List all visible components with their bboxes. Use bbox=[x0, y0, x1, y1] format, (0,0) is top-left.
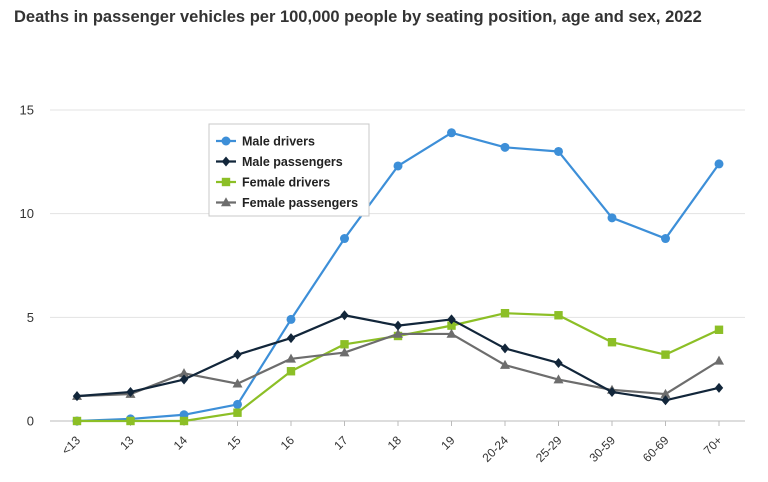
x-tick-label: 20-24 bbox=[480, 433, 512, 465]
x-axis-ticks: <13 13 14 15 16 17 18 19 20-24 25-29 30-59 60-69 70+ bbox=[59, 421, 725, 465]
data-point bbox=[179, 374, 189, 385]
data-point bbox=[714, 382, 724, 393]
x-tick-label: 13 bbox=[117, 433, 137, 453]
x-tick-label: 60-69 bbox=[640, 433, 672, 465]
data-point bbox=[554, 357, 563, 368]
data-point bbox=[714, 159, 724, 169]
data-point bbox=[233, 349, 242, 360]
x-tick-label: 30-59 bbox=[587, 433, 619, 465]
x-tick-label: 19 bbox=[438, 433, 458, 453]
legend-marker bbox=[221, 197, 231, 207]
legend-marker bbox=[221, 156, 231, 167]
legend-item[interactable]: Female drivers bbox=[216, 176, 330, 190]
series-lines bbox=[72, 128, 724, 426]
data-point bbox=[447, 321, 456, 330]
series-line-female-passengers bbox=[76, 332, 720, 398]
data-point bbox=[554, 146, 563, 156]
data-point bbox=[500, 343, 510, 354]
x-tick-label: 15 bbox=[224, 433, 244, 453]
legend-item[interactable]: Male drivers bbox=[216, 135, 315, 149]
x-tick-label: 70+ bbox=[701, 433, 725, 457]
data-point bbox=[660, 388, 671, 398]
y-tick-label: 0 bbox=[27, 414, 34, 429]
data-point bbox=[500, 308, 510, 318]
data-point bbox=[72, 391, 82, 402]
data-point bbox=[179, 368, 189, 378]
y-tick-label: 5 bbox=[27, 310, 34, 325]
data-point bbox=[286, 367, 296, 376]
x-tick-label: 25-29 bbox=[533, 433, 565, 465]
series-male-drivers bbox=[72, 128, 724, 426]
x-tick-label: 16 bbox=[278, 433, 298, 453]
data-point bbox=[232, 378, 243, 388]
series-male-passengers bbox=[72, 310, 724, 406]
data-point bbox=[340, 310, 349, 321]
data-point bbox=[607, 386, 617, 397]
data-point bbox=[179, 416, 189, 426]
legend-label: Female drivers bbox=[242, 176, 330, 190]
x-tick-label: 17 bbox=[331, 433, 351, 453]
data-point bbox=[339, 347, 350, 357]
data-point bbox=[714, 325, 724, 334]
x-tick-label: 14 bbox=[171, 433, 191, 453]
data-point bbox=[500, 359, 510, 369]
x-tick-label: <13 bbox=[59, 433, 84, 458]
data-point bbox=[340, 234, 349, 244]
chart-title: Deaths in passenger vehicles per 100,000… bbox=[14, 8, 702, 26]
data-point bbox=[446, 328, 457, 338]
legend-label: Male passengers bbox=[242, 155, 343, 169]
data-point bbox=[126, 386, 135, 397]
data-point bbox=[661, 395, 670, 406]
data-point bbox=[340, 340, 349, 349]
data-point bbox=[393, 161, 403, 171]
data-point bbox=[553, 374, 564, 384]
y-axis-ticks: 0 5 10 15 bbox=[20, 103, 34, 429]
data-point bbox=[286, 314, 296, 324]
data-point bbox=[126, 416, 135, 426]
legend-label: Female passengers bbox=[242, 196, 358, 210]
data-point bbox=[447, 314, 456, 325]
y-tick-label: 10 bbox=[20, 206, 34, 221]
legend-label: Male drivers bbox=[242, 135, 315, 149]
data-point bbox=[661, 350, 670, 359]
data-point bbox=[286, 333, 296, 344]
data-point bbox=[393, 328, 403, 338]
data-point bbox=[72, 416, 82, 426]
x-tick-label: 18 bbox=[385, 433, 405, 453]
legend-box bbox=[208, 123, 370, 217]
y-tick-label: 15 bbox=[20, 103, 34, 118]
data-point bbox=[500, 142, 510, 152]
data-point bbox=[286, 353, 296, 363]
legend-item[interactable]: Female passengers bbox=[216, 196, 358, 210]
data-point bbox=[607, 338, 617, 347]
legend-item[interactable]: Male passengers bbox=[216, 155, 343, 169]
data-point bbox=[233, 399, 242, 409]
data-point bbox=[554, 311, 563, 320]
data-point bbox=[233, 408, 242, 417]
legend-marker bbox=[221, 177, 231, 187]
legend-marker bbox=[221, 136, 231, 146]
data-point bbox=[447, 128, 456, 138]
legend[interactable]: Male drivers Male passengers Female driver… bbox=[208, 123, 370, 217]
data-point bbox=[607, 213, 617, 223]
data-point bbox=[393, 320, 403, 331]
data-point bbox=[661, 234, 670, 244]
gridlines bbox=[50, 109, 745, 422]
data-point bbox=[714, 355, 724, 365]
